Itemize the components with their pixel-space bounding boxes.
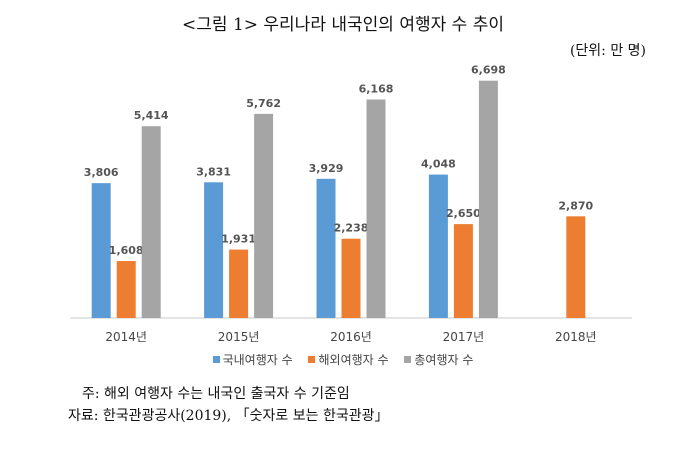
data-label-total-1: 5,762 [246,97,281,110]
data-label-overseas-1: 1,931 [221,233,256,246]
x-tick-label-3: 2017년 [443,330,485,344]
bar-domestic-0 [91,183,111,318]
x-tick-label-4: 2018년 [555,330,597,344]
legend-item-total: 총여행자 수 [404,351,473,368]
bar-overseas-0 [116,261,136,318]
data-label-overseas-4: 2,870 [558,199,593,212]
data-label-overseas-3: 2,650 [446,207,481,220]
legend-swatch-total [404,356,412,363]
source-line: 자료: 한국관광공사(2019), 「숫자로 보는 한국관광」 [68,408,389,424]
data-label-domestic-0: 3,806 [84,166,119,179]
legend-label-domestic: 국내여행자 수 [222,353,293,367]
chart-title: <그림 1> 우리나라 내국인의 여행자 수 추이 [182,15,504,35]
x-tick-label-0: 2014년 [105,330,147,344]
legend-item-domestic: 국내여행자 수 [212,351,293,368]
data-label-overseas-0: 1,608 [109,244,144,257]
legend-label-total: 총여행자 수 [414,353,474,367]
legend-label-overseas: 해외여행자 수 [318,353,389,367]
bar-overseas-4 [566,216,586,318]
x-tick-label-2: 2016년 [330,330,372,344]
data-label-overseas-2: 2,238 [334,222,369,235]
legend-item-overseas: 해외여행자 수 [308,351,389,368]
bar-overseas-2 [341,238,361,318]
bar-total-1 [254,113,274,319]
legend-swatch-domestic [212,356,220,363]
bar-total-2 [366,99,386,319]
bar-overseas-3 [453,224,473,318]
footnote: 주: 해외 여행자 수는 내국인 출국자 수 기준임 [82,386,350,402]
data-label-domestic-2: 3,929 [309,162,344,175]
data-label-domestic-3: 4,048 [421,158,456,171]
bar-total-3 [478,80,498,318]
data-label-total-3: 6,698 [471,64,506,77]
unit-label: (단위: 만 명) [569,43,646,59]
bar-domestic-2 [316,178,336,318]
bar-overseas-1 [229,249,249,318]
bar-domestic-1 [204,182,224,318]
legend-swatch-overseas [308,356,316,363]
x-tick-label-1: 2015년 [218,330,260,344]
legend: 국내여행자 수 해외여행자 수 총여행자 수 [0,351,686,368]
bar-chart: 3,806 1,608 5,414 2014년 3,831 1,931 5,762 2015년… [70,64,632,344]
data-label-total-0: 5,414 [134,109,169,122]
bar-domestic-3 [428,174,448,318]
data-label-domestic-1: 3,831 [196,165,231,178]
bar-total-0 [141,126,161,318]
data-label-total-2: 6,168 [359,82,394,95]
